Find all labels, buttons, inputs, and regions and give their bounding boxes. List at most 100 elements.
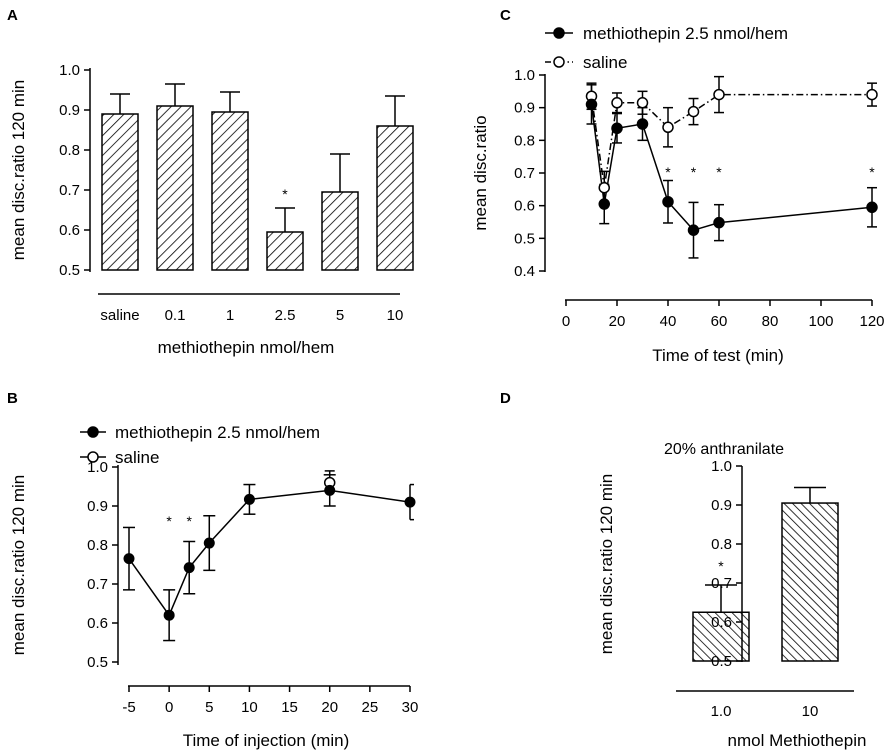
panel-c-y-tick-label: 0.8 bbox=[514, 132, 535, 149]
panel-b-x-tick-label: -5 bbox=[122, 699, 135, 716]
panel-a-xlabel: methiothepin nmol/hem bbox=[158, 338, 335, 357]
panel-a-y-tick-label: 0.9 bbox=[59, 102, 80, 119]
panel-c-significance-star: * bbox=[716, 164, 722, 180]
panel-label-c: C bbox=[500, 7, 511, 24]
panel-c-line-chart: mean disc.ratio Time of test (min) methi… bbox=[471, 24, 885, 365]
panel-c-xlabel: Time of test (min) bbox=[652, 346, 784, 365]
panel-d-title: 20% anthranilate bbox=[664, 441, 784, 458]
panel-d-y-tick-label: 0.9 bbox=[711, 497, 732, 514]
panel-b-y-tick-label: 0.9 bbox=[87, 498, 108, 515]
panel-b-significance-star: * bbox=[166, 513, 172, 529]
panel-b-legend-marker-methiothepin bbox=[87, 426, 99, 438]
panel-d-xlabel: nmol Methiothepin bbox=[728, 731, 867, 750]
panel-a-bar-chart: mean disc.ratio 120 min methiothepin nmo… bbox=[9, 62, 414, 357]
panel-b-y-tick-label: 0.5 bbox=[87, 654, 108, 671]
panel-c-point-saline bbox=[866, 88, 878, 101]
panel-b-ylabel: mean disc.ratio 120 min bbox=[9, 475, 28, 655]
panel-a-x-tick-label: saline bbox=[100, 307, 139, 324]
panel-c-x-tick-label: 40 bbox=[660, 313, 677, 330]
panel-b-legend-saline: saline bbox=[115, 448, 159, 467]
panel-a-x-tick-label: 0.1 bbox=[165, 307, 186, 324]
panel-c-significance-star: * bbox=[665, 164, 671, 180]
panel-b-point-methiothepin bbox=[404, 496, 416, 508]
panel-b-xlabel: Time of injection (min) bbox=[183, 731, 350, 750]
panel-a-x-tick-label: 10 bbox=[387, 307, 404, 324]
panel-c-point-saline bbox=[713, 88, 725, 101]
panel-c-point-saline bbox=[611, 97, 623, 109]
panel-d-bar-chart: 20% anthranilate mean disc.ratio 120 min… bbox=[597, 441, 866, 750]
panel-c-point-saline bbox=[598, 181, 610, 194]
panel-a-bar bbox=[376, 125, 414, 271]
panel-a-bar bbox=[321, 191, 359, 271]
panel-c-point-methiothepin bbox=[662, 195, 674, 208]
panel-c-point-methiothepin bbox=[598, 198, 610, 210]
panel-b-point-methiothepin bbox=[324, 484, 336, 496]
panel-d-ylabel: mean disc.ratio 120 min bbox=[597, 474, 616, 654]
panel-b-y-tick-label: 0.8 bbox=[87, 537, 108, 554]
panel-b-point-methiothepin bbox=[183, 562, 195, 574]
panel-a-y-tick-label: 1.0 bbox=[59, 62, 80, 79]
panel-label-d: D bbox=[500, 390, 511, 407]
panel-a-significance-star: * bbox=[282, 186, 288, 202]
panel-b-y-tick-label: 1.0 bbox=[87, 459, 108, 476]
panel-a-y-tick-label: 0.7 bbox=[59, 182, 80, 199]
panel-c-x-tick-label: 20 bbox=[609, 313, 626, 330]
panel-c-legend-marker-methiothepin bbox=[553, 27, 565, 39]
panel-c-y-tick-label: 0.5 bbox=[514, 230, 535, 247]
panel-d-bar bbox=[781, 502, 839, 662]
panel-c-x-tick-label: 120 bbox=[859, 313, 884, 330]
panel-c-significance-star: * bbox=[691, 164, 697, 180]
panel-d-x-tick-label: 10 bbox=[802, 703, 819, 720]
panel-c-point-methiothepin bbox=[687, 224, 700, 236]
panel-c-point-methiothepin bbox=[636, 118, 649, 130]
panel-c-x-tick-label: 100 bbox=[808, 313, 833, 330]
panel-b-x-tick-label: 15 bbox=[281, 699, 298, 716]
panel-d-y-tick-label: 0.8 bbox=[711, 536, 732, 553]
panel-b-significance-star: * bbox=[186, 513, 192, 529]
panel-b-series-line-methiothepin bbox=[128, 489, 411, 617]
panel-c-legend-marker-saline bbox=[553, 56, 565, 68]
panel-b-x-tick-label: 30 bbox=[402, 699, 419, 716]
panel-d-x-tick-label: 1.0 bbox=[711, 703, 732, 720]
panel-a-bar bbox=[101, 113, 139, 271]
panel-c-point-saline bbox=[687, 105, 700, 118]
panel-c-y-tick-label: 0.4 bbox=[514, 263, 535, 280]
panel-b-point-methiothepin bbox=[203, 537, 215, 549]
panel-a-y-tick-label: 0.5 bbox=[59, 262, 80, 279]
panel-c-point-methiothepin bbox=[611, 122, 623, 134]
panel-b-y-tick-label: 0.7 bbox=[87, 576, 108, 593]
panel-c-x-tick-label: 0 bbox=[562, 313, 570, 330]
panel-b-legend-methiothepin: methiothepin 2.5 nmol/hem bbox=[115, 423, 320, 442]
panel-c-series-line-methiothepin bbox=[590, 104, 873, 232]
panel-a-x-tick-label: 1 bbox=[226, 307, 234, 324]
panel-c-y-tick-label: 1.0 bbox=[514, 67, 535, 84]
panel-b-x-tick-label: 25 bbox=[362, 699, 379, 716]
panel-c-y-tick-label: 0.6 bbox=[514, 198, 535, 215]
panel-a-ylabel: mean disc.ratio 120 min bbox=[9, 80, 28, 260]
panel-a-bar bbox=[156, 105, 194, 271]
panel-a-x-tick-label: 2.5 bbox=[275, 307, 296, 324]
panel-c-x-tick-label: 80 bbox=[762, 313, 779, 330]
panel-c-point-methiothepin bbox=[585, 98, 598, 111]
panel-b-x-tick-label: 5 bbox=[205, 699, 213, 716]
panel-b-point-methiothepin bbox=[243, 493, 255, 505]
panel-c-point-saline bbox=[662, 121, 674, 134]
panel-d-significance-star: * bbox=[718, 558, 724, 574]
panel-d-bar bbox=[692, 611, 750, 662]
panel-a-y-tick-label: 0.8 bbox=[59, 142, 80, 159]
panel-b-y-tick-label: 0.6 bbox=[87, 615, 108, 632]
panel-a-bar bbox=[211, 111, 249, 271]
panel-b-x-tick-label: 20 bbox=[321, 699, 338, 716]
panel-d-y-tick-label: 1.0 bbox=[711, 458, 732, 475]
panel-c-y-tick-label: 0.7 bbox=[514, 165, 535, 182]
panel-c-legend-methiothepin: methiothepin 2.5 nmol/hem bbox=[583, 24, 788, 43]
panel-a-y-tick-label: 0.6 bbox=[59, 222, 80, 239]
panel-d-y-tick-label: 0.7 bbox=[711, 575, 732, 592]
panel-b-point-methiothepin bbox=[163, 609, 175, 621]
panel-b-x-tick-label: 10 bbox=[241, 699, 258, 716]
panel-c-significance-star: * bbox=[869, 164, 875, 180]
panel-c-legend-saline: saline bbox=[583, 53, 627, 72]
panel-a-bar bbox=[266, 231, 304, 271]
panel-c-point-methiothepin bbox=[866, 201, 878, 214]
